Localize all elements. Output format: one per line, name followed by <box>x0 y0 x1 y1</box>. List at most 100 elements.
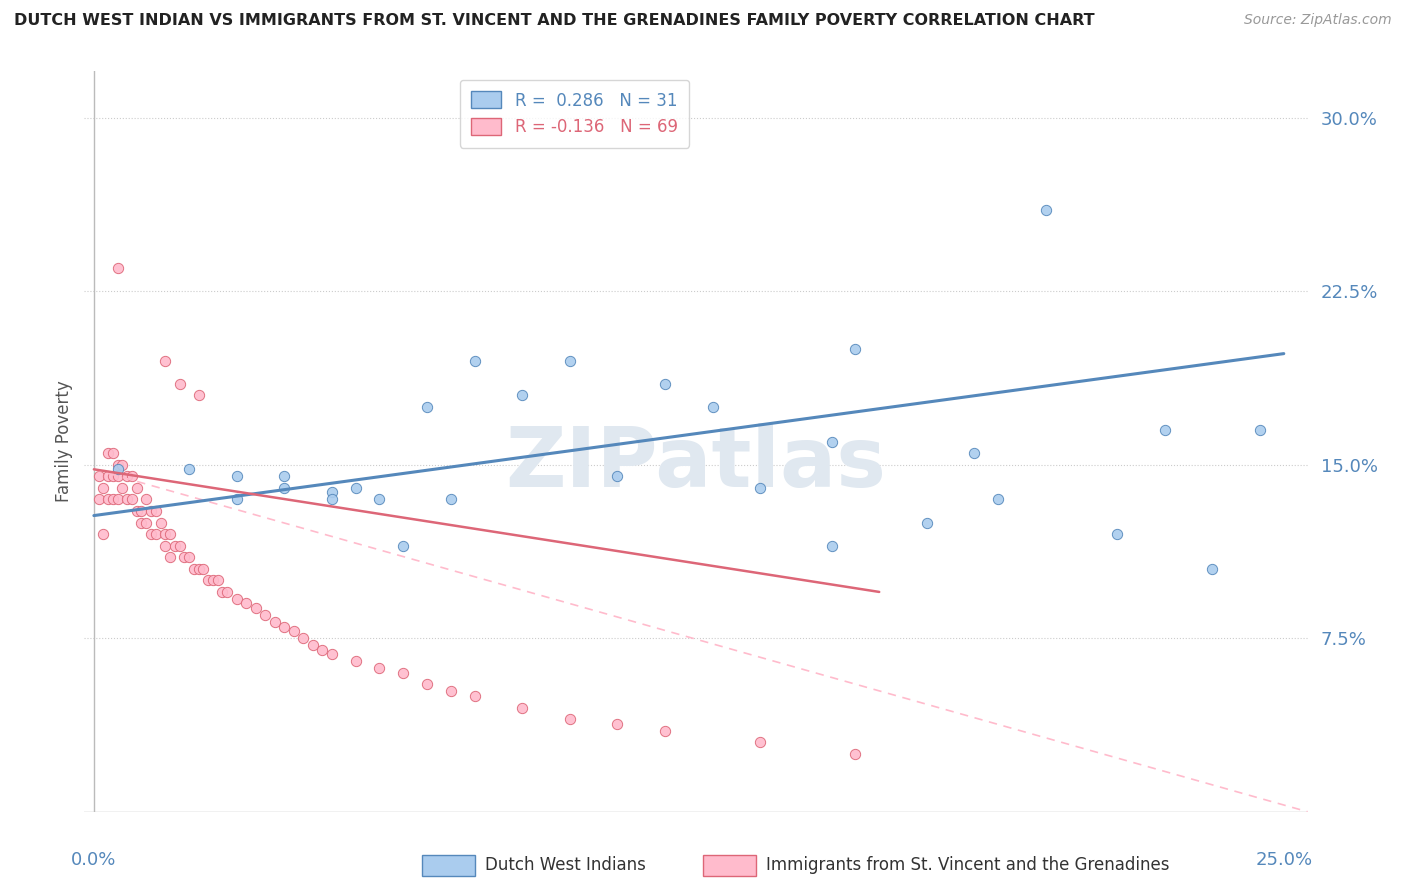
Text: 25.0%: 25.0% <box>1256 851 1312 869</box>
Point <box>963 446 986 460</box>
Point <box>173 550 195 565</box>
Point <box>111 458 134 472</box>
Point <box>1201 562 1223 576</box>
Point <box>107 469 129 483</box>
Point <box>135 492 157 507</box>
Point <box>273 619 295 633</box>
Point <box>125 481 148 495</box>
Point <box>107 260 129 275</box>
Point <box>159 527 181 541</box>
Point <box>125 504 148 518</box>
Point <box>510 388 533 402</box>
Point <box>183 562 205 576</box>
Point <box>368 661 391 675</box>
Point <box>139 527 162 541</box>
Text: ZIPatlas: ZIPatlas <box>506 423 886 504</box>
Point <box>558 712 581 726</box>
Point <box>155 527 177 541</box>
Point <box>1153 423 1175 437</box>
Point <box>292 631 315 645</box>
Point <box>97 469 120 483</box>
Point <box>97 492 120 507</box>
Text: Dutch West Indians: Dutch West Indians <box>485 856 645 874</box>
Point <box>131 516 153 530</box>
Point <box>135 516 157 530</box>
Point <box>510 700 533 714</box>
Point <box>187 562 209 576</box>
Point <box>820 539 842 553</box>
Point <box>87 492 110 507</box>
Point <box>987 492 1010 507</box>
Legend: R =  0.286   N = 31, R = -0.136   N = 69: R = 0.286 N = 31, R = -0.136 N = 69 <box>460 79 689 148</box>
Point <box>1035 203 1057 218</box>
Point <box>211 585 233 599</box>
Point <box>321 485 343 500</box>
Point <box>416 400 439 414</box>
Point <box>464 353 486 368</box>
Point <box>111 481 134 495</box>
Point <box>606 716 628 731</box>
Point <box>121 492 143 507</box>
Point <box>131 504 153 518</box>
Point <box>101 446 124 460</box>
Point <box>115 469 138 483</box>
Point <box>101 469 124 483</box>
Point <box>163 539 186 553</box>
Point <box>606 469 628 483</box>
Point <box>654 376 676 391</box>
Point <box>263 615 285 629</box>
Point <box>820 434 842 449</box>
Point <box>107 492 129 507</box>
Point <box>197 574 219 588</box>
Point <box>1249 423 1271 437</box>
Point <box>344 654 367 668</box>
Point <box>177 462 200 476</box>
Point <box>145 504 167 518</box>
Point <box>321 492 343 507</box>
Point <box>169 539 191 553</box>
Point <box>155 353 177 368</box>
Point <box>225 591 247 606</box>
Point <box>440 684 463 698</box>
Point <box>169 376 191 391</box>
Text: Source: ZipAtlas.com: Source: ZipAtlas.com <box>1244 13 1392 28</box>
Point <box>844 342 866 356</box>
Text: DUTCH WEST INDIAN VS IMMIGRANTS FROM ST. VINCENT AND THE GRENADINES FAMILY POVER: DUTCH WEST INDIAN VS IMMIGRANTS FROM ST.… <box>14 13 1095 29</box>
Point <box>440 492 463 507</box>
Point <box>225 469 247 483</box>
Point <box>145 527 167 541</box>
Point <box>654 723 676 738</box>
Point <box>416 677 439 691</box>
Point <box>273 469 295 483</box>
Point <box>115 492 138 507</box>
Point <box>702 400 724 414</box>
Point <box>107 458 129 472</box>
Text: 0.0%: 0.0% <box>72 851 117 869</box>
Point <box>301 638 323 652</box>
Point <box>93 481 115 495</box>
Point <box>1107 527 1129 541</box>
Point <box>97 446 120 460</box>
Point <box>177 550 200 565</box>
Point <box>311 642 333 657</box>
Point <box>283 624 305 639</box>
Point <box>464 689 486 703</box>
Point <box>93 527 115 541</box>
Point <box>159 550 181 565</box>
Point <box>273 481 295 495</box>
Point <box>235 597 257 611</box>
Point <box>392 665 415 680</box>
Text: Immigrants from St. Vincent and the Grenadines: Immigrants from St. Vincent and the Gren… <box>766 856 1170 874</box>
Point <box>558 353 581 368</box>
Point <box>207 574 229 588</box>
Point <box>101 492 124 507</box>
Point <box>187 388 209 402</box>
Point <box>344 481 367 495</box>
Point <box>217 585 239 599</box>
Point <box>749 735 772 749</box>
Point <box>844 747 866 761</box>
Point <box>201 574 224 588</box>
Point <box>149 516 172 530</box>
Point <box>245 601 267 615</box>
Y-axis label: Family Poverty: Family Poverty <box>55 381 73 502</box>
